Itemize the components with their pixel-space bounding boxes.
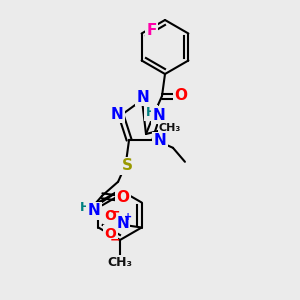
Text: N: N	[136, 89, 149, 104]
Text: CH₃: CH₃	[159, 123, 181, 133]
Text: S: S	[122, 158, 133, 173]
Text: N: N	[111, 107, 124, 122]
Text: H: H	[80, 201, 90, 214]
Text: N: N	[88, 203, 100, 218]
Text: F: F	[146, 23, 157, 38]
Text: −: −	[110, 205, 120, 218]
Text: N: N	[154, 133, 166, 148]
Text: O: O	[105, 208, 117, 223]
Text: +: +	[124, 212, 132, 223]
Text: CH₃: CH₃	[107, 256, 133, 269]
Text: O: O	[175, 88, 188, 104]
Text: H: H	[146, 106, 156, 119]
Text: N: N	[153, 107, 165, 122]
Text: −: −	[110, 233, 120, 246]
Text: O: O	[105, 226, 117, 241]
Text: N: N	[116, 216, 129, 231]
Text: O: O	[117, 190, 130, 205]
